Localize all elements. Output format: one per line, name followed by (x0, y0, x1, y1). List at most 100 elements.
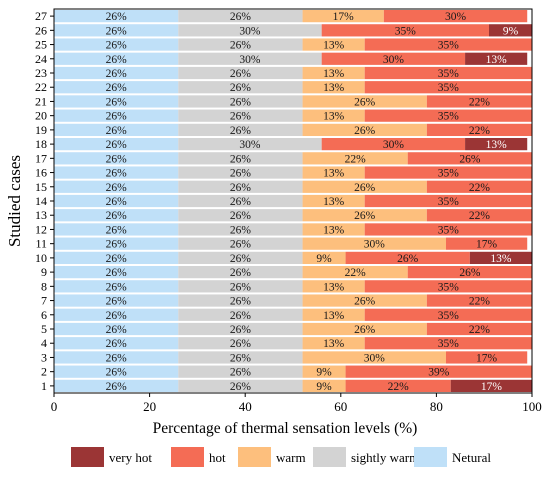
bar-segment-label: 22% (469, 96, 491, 108)
bar-segment (54, 194, 179, 208)
bar-segment (364, 166, 532, 179)
legend: very hot hot warm sightly warm Netural (71, 447, 491, 467)
y-tick-label: 15 (35, 180, 47, 194)
bar-segment-label: 30% (445, 11, 467, 23)
bar-segment (54, 351, 179, 364)
bar-segment-label: 26% (230, 168, 252, 180)
bar-segment (178, 322, 303, 336)
bar-segment-label: 17% (481, 381, 503, 393)
bar-segment (302, 109, 365, 122)
bar-segment (54, 81, 179, 94)
bar-segment (178, 166, 303, 179)
bar-segment-label: 26% (106, 139, 128, 151)
bar-segment (302, 194, 365, 208)
bar-segment (407, 265, 532, 279)
bar-segment (54, 66, 179, 80)
bar-segment-label: 26% (106, 68, 128, 80)
bar-segment (426, 95, 532, 108)
bar-segment-label: 26% (106, 296, 128, 308)
bar-segment-label: 26% (230, 381, 252, 393)
bar-segment-label: 26% (106, 367, 128, 379)
legend-item: very hot (71, 447, 152, 467)
y-tick-label: 10 (35, 251, 47, 265)
bar-segment-label: 26% (106, 111, 128, 123)
bar-segment-label: 35% (438, 338, 460, 350)
bar-segment-label: 22% (469, 210, 491, 222)
x-axis-label: Percentage of thermal sensation levels (… (153, 420, 418, 437)
bar-segment-label: 26% (459, 267, 481, 279)
bar-segment-label: 26% (106, 11, 128, 23)
bar-segment-label: 22% (469, 296, 491, 308)
bar-segment (364, 308, 532, 321)
y-tick-label: 24 (35, 52, 47, 66)
bar-segment (54, 379, 179, 393)
bar-segment (178, 180, 303, 193)
bar-segment-label: 30% (239, 54, 261, 66)
bar-segment (178, 123, 303, 137)
bar-segment (426, 322, 532, 336)
bar-segment-label: 13% (486, 139, 508, 151)
bar-segment (178, 351, 303, 364)
bar-segment (54, 237, 179, 250)
y-tick-label: 21 (35, 94, 47, 108)
bar-segment-label: 26% (106, 324, 128, 336)
bar-segment (465, 52, 528, 65)
bar-segment (302, 66, 365, 80)
bar-segment-label: 26% (230, 310, 252, 322)
bar-segment (302, 265, 408, 279)
bar-segment (54, 251, 179, 265)
bar-segment-label: 30% (239, 139, 261, 151)
bar-segment (364, 81, 532, 94)
bar-segment-label: 26% (106, 267, 128, 279)
bar-segment-label: 13% (323, 310, 345, 322)
bar-segment (321, 52, 466, 65)
bar-segment-label: 26% (230, 153, 252, 165)
bar-segment-label: 26% (230, 11, 252, 23)
bar-segment (364, 280, 532, 293)
bar-segment (178, 294, 303, 307)
bar-segment (302, 379, 346, 393)
bar-segment (302, 38, 365, 51)
bar-segment (178, 52, 322, 65)
bar-segment-label: 22% (469, 324, 491, 336)
bar-segment-label: 26% (230, 125, 252, 137)
bar-segment (364, 109, 532, 122)
bar-segment-label: 13% (490, 253, 512, 265)
bar-segment-label: 26% (230, 296, 252, 308)
bar-segment (364, 66, 532, 80)
bar-segment-label: 26% (106, 82, 128, 94)
bar-segment (178, 265, 303, 279)
legend-label: warm (276, 450, 306, 465)
bar-segment (178, 365, 303, 378)
bar-segment-label: 35% (395, 25, 417, 37)
bar-segment-label: 9% (316, 381, 332, 393)
bar-segment-label: 17% (476, 352, 498, 364)
bar-segment-label: 22% (345, 267, 367, 279)
bar-segment-label: 26% (354, 210, 376, 222)
x-tick-label: 40 (239, 399, 252, 414)
bar-segment (54, 95, 179, 108)
bar-segment-label: 22% (469, 125, 491, 137)
y-tick-label: 18 (35, 137, 47, 151)
bar-segment (178, 9, 303, 23)
bar-segment-label: 13% (323, 168, 345, 180)
bar-segment-label: 26% (230, 367, 252, 379)
bar-segment-label: 30% (364, 239, 386, 251)
bar-segment-label: 26% (106, 54, 128, 66)
x-tick-label: 80 (430, 399, 443, 414)
bars-layer (54, 9, 532, 393)
bar-segment-label: 35% (438, 82, 460, 94)
bar-segment (178, 194, 303, 208)
legend-swatch (171, 447, 204, 467)
segment-labels-layer: 26% 26% 9% 22% 17% 26% 26% 9% 39% 26% 26% 30% 17% 26%… (106, 11, 519, 393)
bar-segment-label: 26% (106, 25, 128, 37)
bar-segment (178, 237, 303, 250)
bar-segment (54, 109, 179, 122)
bar-segment-label: 26% (106, 196, 128, 208)
bar-segment-label: 26% (230, 82, 252, 94)
bar-segment-label: 26% (459, 153, 481, 165)
bar-segment-label: 26% (230, 40, 252, 52)
y-tick-label: 2 (41, 365, 47, 379)
y-tick-label: 3 (41, 350, 47, 364)
